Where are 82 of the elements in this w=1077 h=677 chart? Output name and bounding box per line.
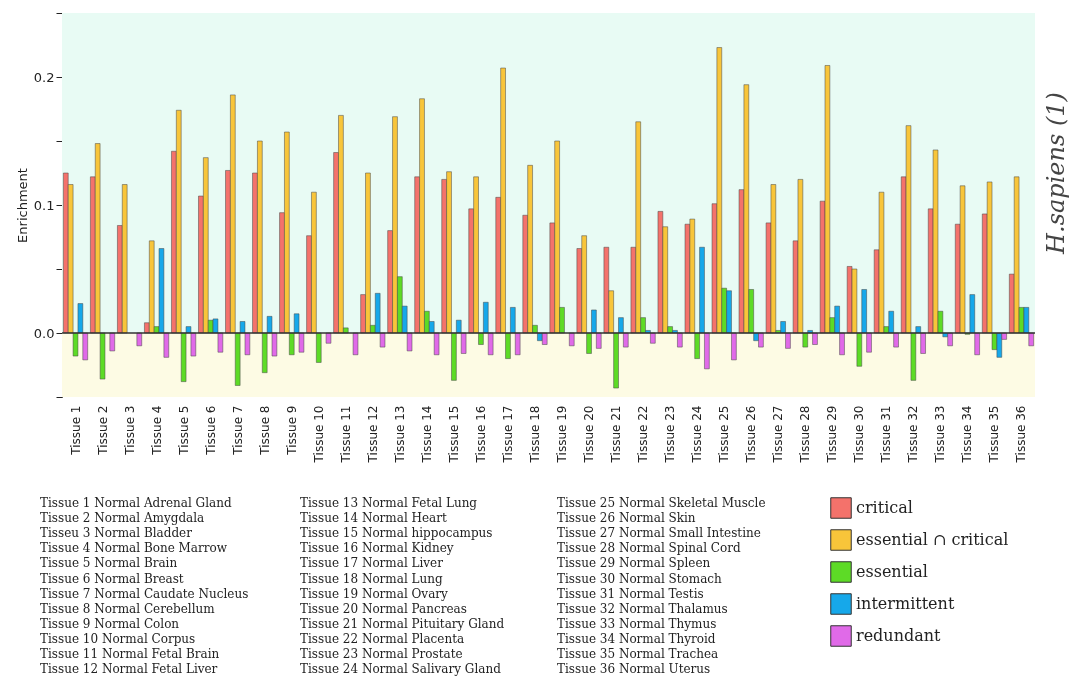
x-tick-label: Tissue 9: [284, 405, 299, 456]
x-tick-label: Tissue 12: [365, 405, 380, 464]
x-tick-label: Tissue 5: [176, 405, 191, 456]
x-tick-label: Tissue 21: [609, 405, 624, 464]
x-tick-label: Tissue 24: [690, 405, 705, 464]
x-tick-label: Tissue 29: [825, 405, 840, 464]
text: Tissue 11 Normal Fetal Brain: [40, 647, 220, 661]
text: Tissue 26 Normal Skin: [557, 511, 696, 526]
text: Tissue 31 Normal Testis: [557, 586, 704, 601]
text: Tissue 27 Normal Small Intestine: [557, 526, 761, 541]
y-axis-title: Enrichment: [14, 168, 30, 243]
x-tick-label: Tissue 36: [1014, 405, 1029, 464]
x-tick-label: Tissue 6: [203, 405, 218, 456]
text: Tissue 6 Normal Breast: [40, 571, 184, 586]
x-tick-label: Tissue 26: [744, 405, 759, 464]
x-tick-label: Tissue 30: [852, 405, 867, 464]
x-tick-label: Tissue 15: [446, 405, 461, 464]
x-tick-label: Tissue 32: [906, 405, 921, 464]
x-tick-label: Tissue 25: [717, 405, 732, 464]
text: Tissue 4 Normal Bone Marrow: [40, 541, 228, 556]
x-tick-label: Tissue 23: [663, 405, 678, 464]
x-tick-label: Tissue 2: [95, 405, 110, 456]
y-tick-label: 0.2: [33, 69, 55, 85]
text: Tissue 15 Normal hippocampus: [300, 526, 493, 541]
x-tick-label: Tissue 4: [149, 405, 164, 456]
text: Tissue 33 Normal Thymus: [557, 616, 717, 631]
x-tick-label: Tissue 18: [527, 405, 542, 464]
x-tick-label: Tissue 1: [68, 405, 83, 456]
text: Tissue 13 Normal Fetal Lung: [300, 496, 478, 510]
text: Tissue 5 Normal Brain: [40, 556, 178, 571]
y-tick-label: 0.1: [33, 197, 55, 213]
text: Tissue 30 Normal Stomach: [557, 571, 723, 586]
text: Tissue 28 Normal Spinal Cord: [557, 541, 741, 556]
legend-label: intermittent: [856, 594, 955, 613]
y-tick-label: 0.0: [33, 325, 55, 341]
x-tick-label: Tissue 13: [392, 405, 407, 464]
text: Tissue 12 Normal Fetal Liver: [40, 662, 218, 677]
text: Tissue 35 Normal Trachea: [557, 647, 719, 661]
x-tick-label: Tissue 8: [257, 405, 272, 456]
legend-label: critical: [856, 498, 913, 517]
text: Tissue 8 Normal Cerebellum: [40, 601, 216, 616]
x-tick-label: Tissue 31: [879, 405, 894, 464]
x-tick-label: Tissue 14: [419, 405, 434, 464]
x-tick-label: Tissue 7: [230, 405, 245, 456]
text: Tissue 34 Normal Thyroid: [557, 631, 716, 646]
text: Tissue 1 Normal Adrenal Gland: [40, 496, 232, 510]
x-tick-label: Tissue 17: [500, 405, 515, 464]
text: Tissue 24 Normal Salivary Gland: [300, 662, 502, 677]
legend-label: essential: [856, 562, 928, 581]
text: Tissue 16 Normal Kidney: [300, 541, 454, 556]
x-tick-label: Tissue 19: [555, 405, 570, 464]
text: Tissue 10 Normal Corpus: [40, 631, 196, 646]
text: Tissue 9 Normal Colon: [40, 616, 180, 631]
text: Tissue 20 Normal Pancreas: [300, 601, 467, 616]
x-tick-label: Tissue 11: [338, 405, 353, 464]
x-tick-label: Tissue 16: [473, 405, 488, 464]
x-tick-label: Tissue 10: [311, 405, 326, 464]
x-tick-label: Tissue 22: [636, 405, 651, 464]
text: Tissue 7 Normal Caudate Nucleus: [40, 586, 249, 601]
x-tick-label: Tissue 28: [798, 405, 813, 464]
text: Tissue 23 Normal Prostate: [300, 647, 463, 661]
x-tick-label: Tissue 3: [122, 405, 137, 456]
legend-label: essential ∩ critical: [856, 530, 1009, 549]
text: Tissue 22 Normal Placenta: [300, 631, 465, 646]
text: H.sapiens (1): [1042, 92, 1070, 255]
legend-label: redundant: [856, 626, 942, 645]
text: Tissue 19 Normal Ovary: [300, 586, 449, 601]
text: Tissue 18 Normal Lung: [300, 571, 443, 586]
text: Tissue 17 Normal Liver: [300, 556, 444, 571]
text: Tissue 14 Normal Heart: [300, 511, 447, 526]
text: Tissue 21 Normal Pituitary Gland: [300, 616, 505, 631]
text: Tisseu 3 Normal Bladder: [40, 526, 193, 541]
text: Tissue 36 Normal Uterus: [557, 662, 711, 677]
x-tick-label: Tissue 27: [771, 405, 786, 464]
text: Tissue 25 Normal Skeletal Muscle: [557, 496, 766, 510]
x-tick-label: Tissue 20: [582, 405, 597, 464]
x-tick-label: Tissue 33: [933, 405, 948, 464]
text: Tissue 2 Normal Amygdala: [40, 511, 205, 526]
text: Tissue 32 Normal Thalamus: [557, 601, 728, 616]
x-tick-label: Tissue 35: [987, 405, 1002, 464]
text: Tissue 29 Normal Spleen: [557, 556, 711, 571]
x-tick-label: Tissue 34: [960, 405, 975, 464]
